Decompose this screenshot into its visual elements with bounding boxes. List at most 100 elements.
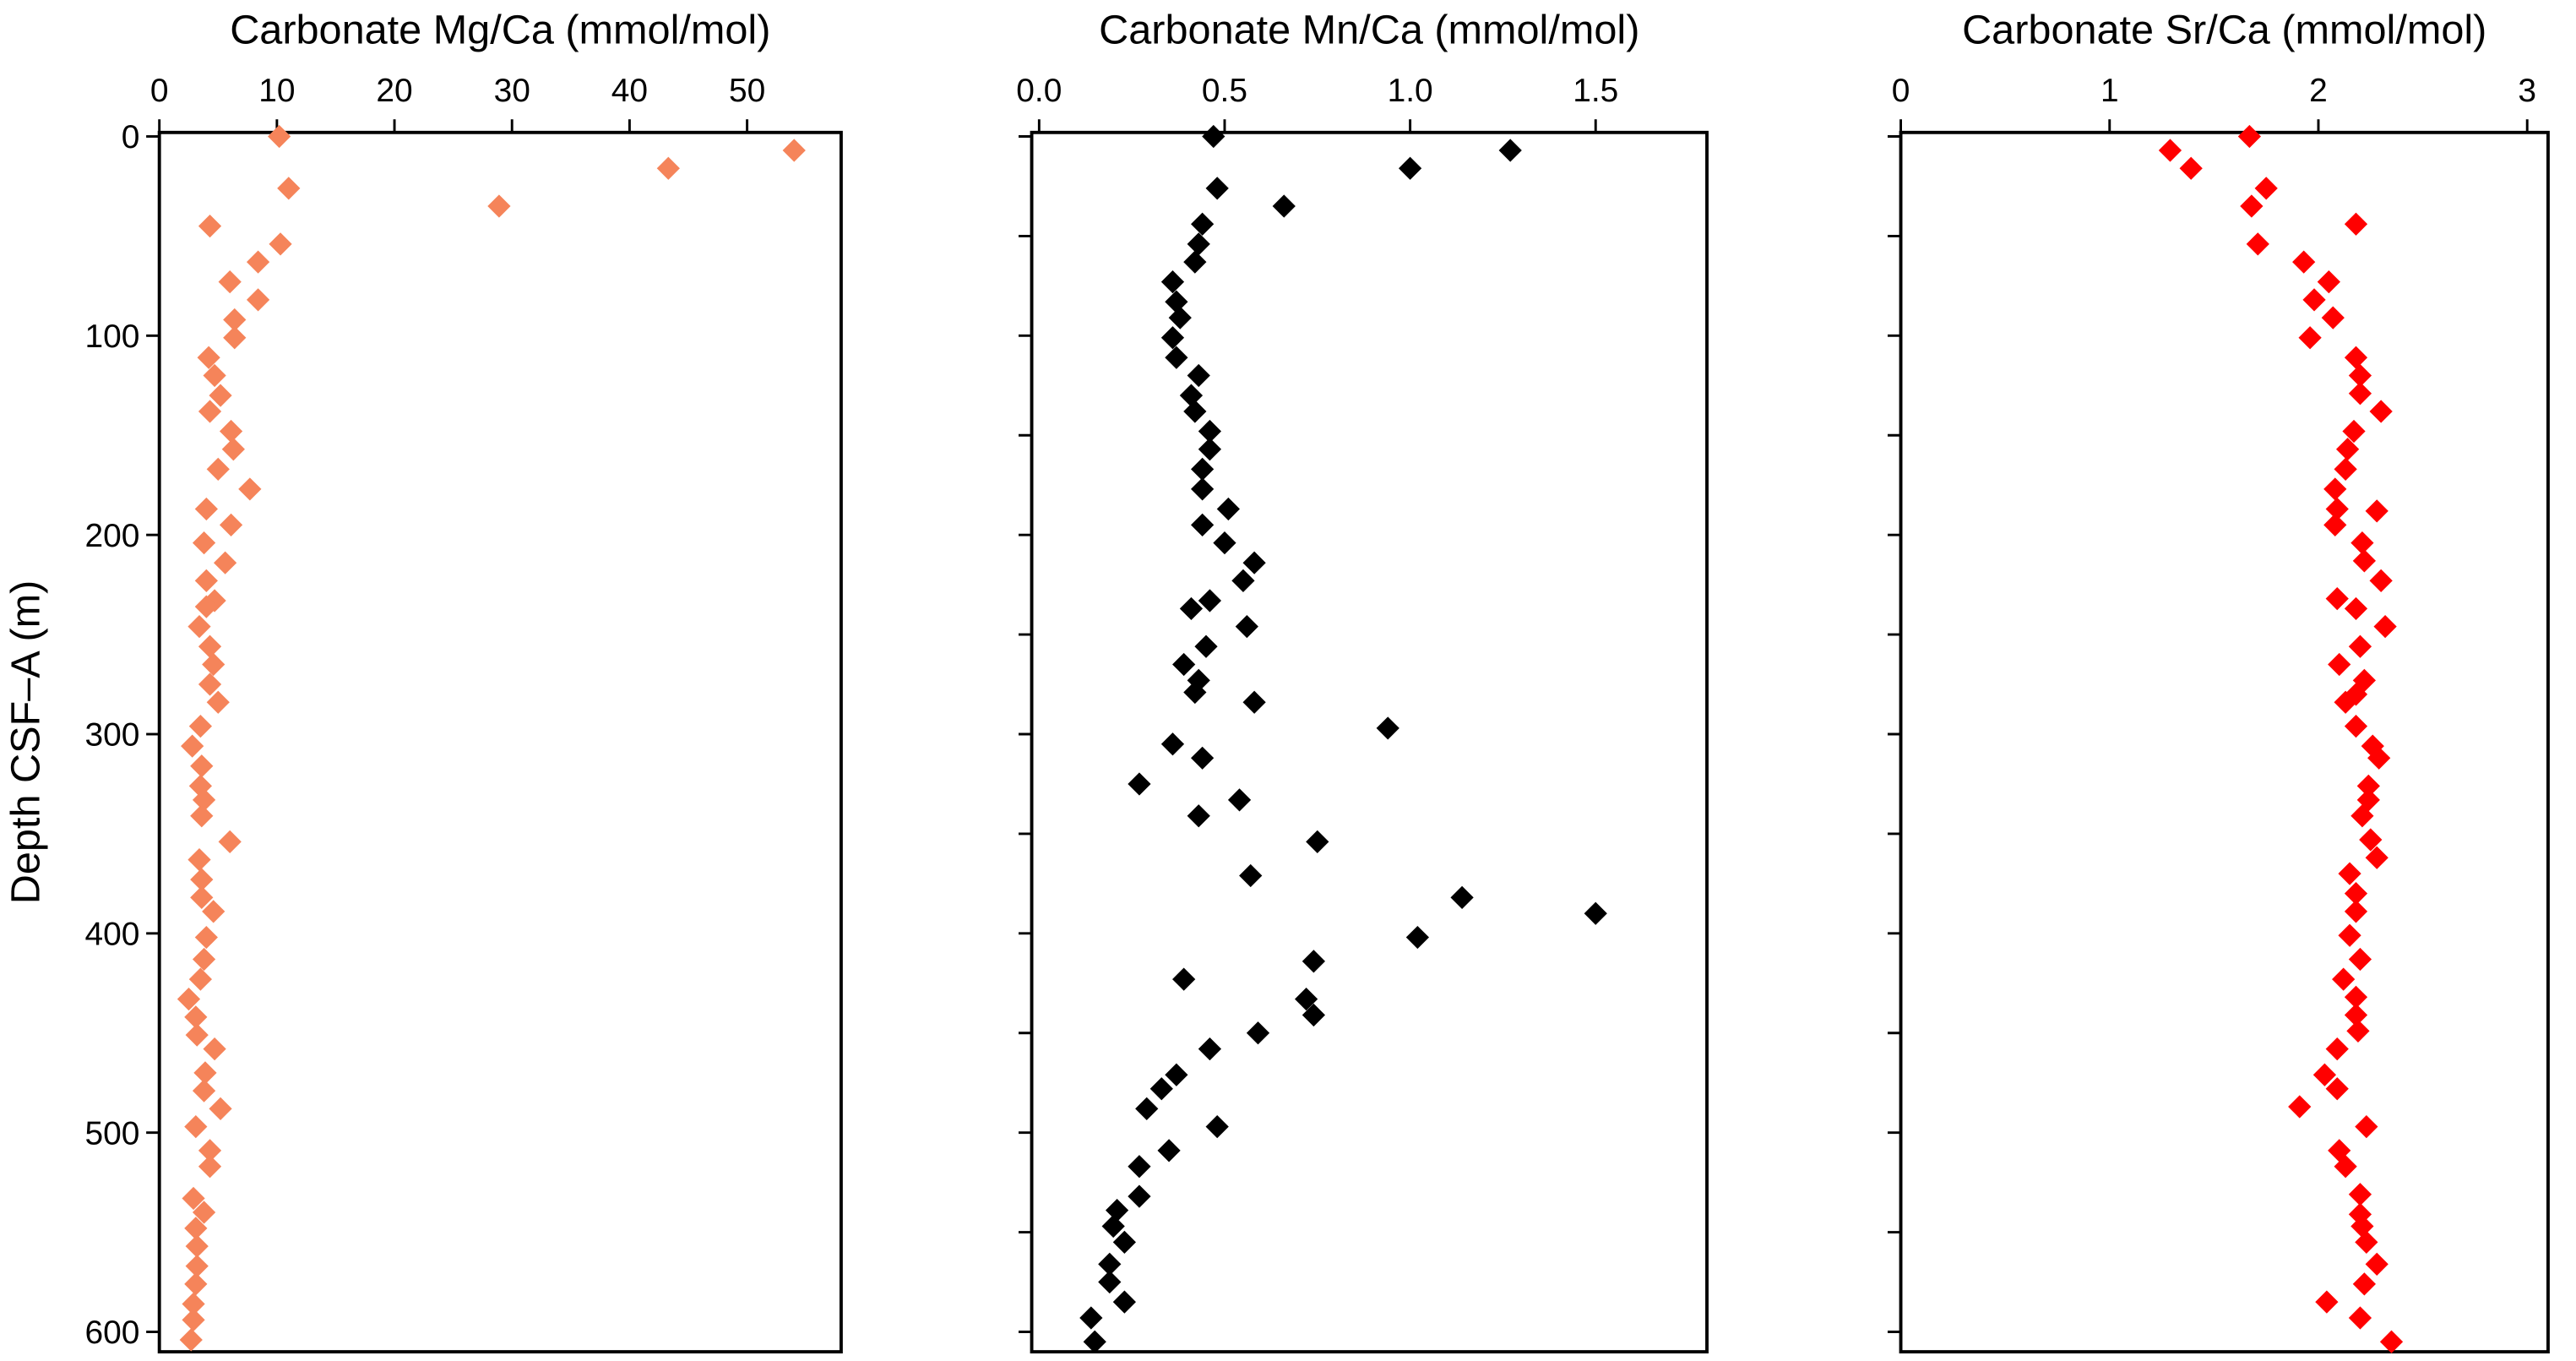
data-point [1128,772,1151,796]
data-point [2350,1214,2374,1239]
data-point [2355,1230,2378,1255]
data-point [2325,1037,2349,1061]
data-point [2342,419,2366,444]
data-point [218,270,242,294]
data-point [1584,901,1607,925]
x-tick-label: 1.5 [1573,73,1618,109]
data-point [203,1037,226,1061]
x-tick-label: 1.0 [1388,73,1433,109]
data-point [190,885,214,910]
data-point [2240,194,2264,218]
data-point [182,1308,205,1331]
data-point [2302,288,2326,312]
data-point [198,1155,222,1179]
data-point [1198,438,1222,461]
data-point [194,569,218,593]
data-point [2237,124,2262,149]
data-point [2344,714,2368,738]
data-point [2338,923,2361,947]
data-point [1198,1037,1222,1061]
data-point [192,1200,216,1224]
data-point [1198,589,1222,612]
data-point [190,868,214,891]
y-axis-label: Depth CSF–A (m) [3,580,49,905]
data-point [1194,634,1218,658]
data-point [1079,1306,1103,1330]
data-point [1172,967,1196,991]
data-point [277,177,301,200]
x-tick-label: 1 [2100,73,2119,109]
data-point [202,652,226,677]
data-point [1191,746,1215,770]
data-point [188,967,213,991]
data-point [2344,900,2368,923]
data-point [1149,1077,1173,1101]
data-point [2292,250,2316,274]
data-point [209,1097,232,1120]
data-point [209,384,232,407]
x-tick-label: 3 [2518,73,2536,109]
data-point [1202,124,1226,149]
data-point [203,363,226,388]
x-tick-label: 0 [1892,73,1910,109]
data-point [2350,531,2374,555]
chart-title: Carbonate Mn/Ca (mmol/mol) [1099,8,1639,53]
x-tick-label: 2 [2309,73,2328,109]
data-point [1191,477,1215,501]
data-point [1160,732,1185,756]
data-point [2346,1019,2370,1043]
data-point [198,634,222,658]
data-point [1405,925,1430,950]
data-point [2328,652,2351,677]
data-point [194,595,218,618]
data-point [1191,212,1215,236]
data-point [2332,967,2356,991]
data-point [182,1292,205,1316]
data-point [2179,156,2203,180]
data-point [219,419,243,444]
data-point [1165,346,1188,369]
data-point [2373,615,2397,639]
data-point [1272,194,1296,218]
plot-frame [1030,130,1709,1354]
data-point [2348,363,2372,388]
data-point [194,497,218,521]
data-point [2338,862,2361,885]
data-point [1172,652,1196,677]
data-point [197,346,220,369]
data-point [2348,634,2372,658]
data-point [187,615,211,639]
data-point [1242,551,1266,574]
data-point [2365,1252,2389,1276]
data-point [2348,947,2372,972]
data-point [2325,587,2349,611]
x-tick-label: 30 [494,73,530,109]
data-point [268,124,291,149]
x-tick-label: 0 [150,73,169,109]
data-point [2246,232,2269,256]
data-point [246,250,270,274]
plot-frame [1899,130,2550,1354]
data-point [2344,212,2368,236]
data-point [1376,716,1399,740]
data-point [1160,270,1185,294]
y-tick-label: 200 [84,518,139,554]
data-point [2288,1095,2312,1119]
data-point [219,513,243,537]
data-point [1302,950,1326,973]
data-point [2350,804,2374,828]
data-point [2254,177,2278,200]
data-point [218,830,242,853]
data-point [2359,828,2383,852]
data-point [1187,363,1210,388]
data-point [1227,788,1252,812]
data-point [185,1255,209,1278]
data-point [192,1079,216,1102]
data-point [1205,1114,1229,1139]
data-point [192,788,216,812]
data-point [1165,290,1188,313]
data-point [656,156,680,180]
data-point [1160,326,1185,350]
